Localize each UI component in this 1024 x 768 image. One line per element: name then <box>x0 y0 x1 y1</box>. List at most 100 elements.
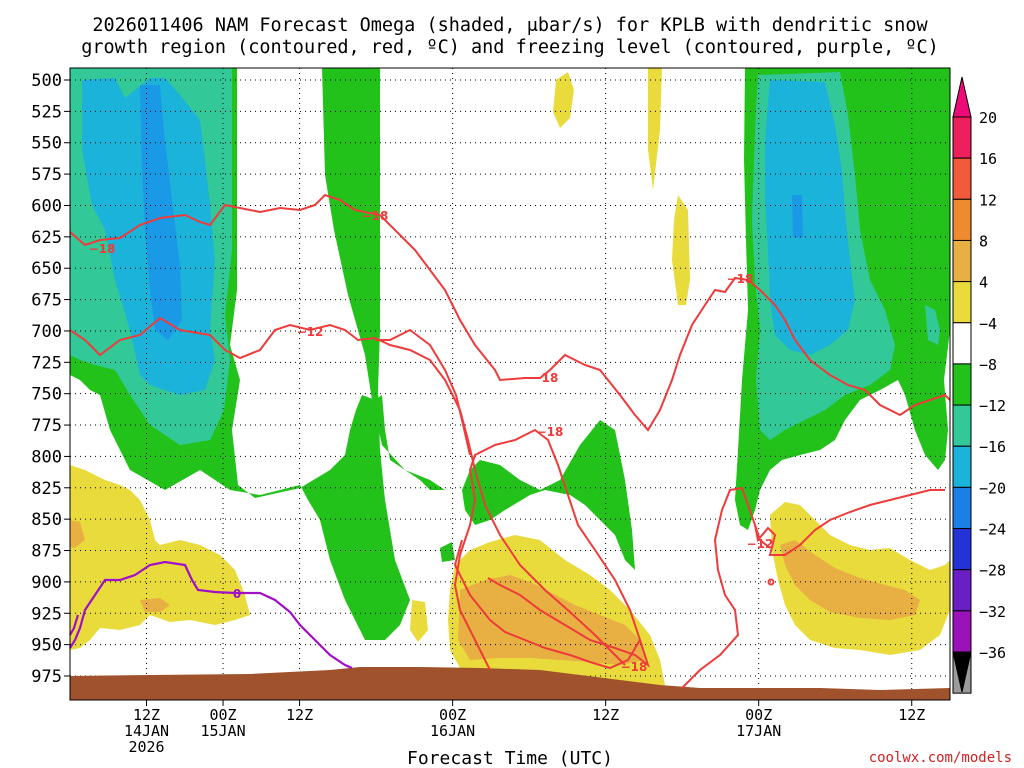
x-tick-label2: 16JAN <box>430 722 475 740</box>
contour-label-minus12-b: −12 <box>747 537 774 551</box>
credit-text: coolwx.com/models <box>869 750 1012 766</box>
contour-label-minus12-a: −12 <box>297 325 324 339</box>
y-tick-label: 875 <box>31 542 62 562</box>
x-tick-label2: 17JAN <box>736 722 781 740</box>
y-tick-label: 500 <box>31 71 62 91</box>
y-tick-label: 650 <box>31 259 62 279</box>
x-tick-label1: 12Z <box>592 706 619 724</box>
omega-region-blue-right <box>792 195 803 238</box>
colorbar-label: −28 <box>979 562 1006 580</box>
colorbar-label: −32 <box>979 603 1006 621</box>
colorbar-segment <box>952 239 972 283</box>
colorbar-top-arrow <box>952 76 972 118</box>
colorbar-label: 16 <box>979 150 997 168</box>
chart-title-line2: growth region (contoured, red, ºC) and f… <box>81 37 939 58</box>
omega-region-yellow-upper <box>553 68 690 305</box>
y-tick-label: 800 <box>31 447 62 467</box>
contour-minus18-bottom <box>453 539 641 670</box>
y-tick-label: 750 <box>31 385 62 405</box>
colorbar-bottom-arrow <box>952 651 972 693</box>
colorbar-label: 8 <box>979 232 988 250</box>
x-tick-label3: 2026 <box>128 738 164 756</box>
x-tick-label1: 12Z <box>898 706 925 724</box>
colorbar-label: −12 <box>979 397 1006 415</box>
chart-title-line1: 2026011406 NAM Forecast Omega (shaded, μ… <box>92 15 928 36</box>
contour-freezing-level <box>69 560 353 670</box>
omega-region-green-middle <box>462 420 635 570</box>
colorbar: 20 16 12 8 4 −4 −8 −12 −16 −20 −24 −28 −32 −36 <box>952 76 1006 694</box>
colorbar-label: −4 <box>979 315 997 333</box>
contour-freezing-level-tail <box>69 614 80 636</box>
y-tick-label: 600 <box>31 196 62 216</box>
y-tick-label: 975 <box>31 667 62 687</box>
colorbar-segment <box>952 528 972 571</box>
colorbar-segment <box>952 322 972 365</box>
colorbar-label: −24 <box>979 521 1006 539</box>
contour-label-minus18-c: −18 <box>532 371 559 385</box>
colorbar-label: −20 <box>979 479 1006 497</box>
colorbar-label: −16 <box>979 438 1006 456</box>
y-tick-label: 775 <box>31 416 62 436</box>
colorbar-segment <box>952 404 972 447</box>
colorbar-segment <box>952 116 972 159</box>
contour-label-minus18-f: −18 <box>727 272 754 286</box>
y-tick-label: 900 <box>31 573 62 593</box>
omega-region-orange-left <box>70 520 170 612</box>
plot-area: −18 −18 −18 −18 −18 −18 −12 −12 0 <box>69 67 951 701</box>
x-tick-label1: 00Z <box>745 706 772 724</box>
colorbar-label: 20 <box>979 109 997 127</box>
contour-minus18-lower <box>453 428 650 671</box>
omega-region-blue-left <box>140 85 182 340</box>
colorbar-label: −8 <box>979 356 997 374</box>
y-tick-label: 550 <box>31 134 62 154</box>
colorbar-segment <box>952 281 972 324</box>
x-tick-label2: 14JAN <box>124 722 169 740</box>
omega-region-orange-right <box>780 540 920 620</box>
colorbar-segment <box>952 569 972 612</box>
colorbar-label: 4 <box>979 274 988 292</box>
y-tick-label: 525 <box>31 102 62 122</box>
x-tick-label1: 00Z <box>209 706 236 724</box>
y-tick-label: 575 <box>31 165 62 185</box>
contour-minus12-right <box>681 486 945 689</box>
colorbar-segment <box>952 610 972 653</box>
terrain <box>70 667 950 700</box>
colorbar-segment <box>952 445 972 488</box>
y-tick-label: 950 <box>31 636 62 656</box>
colorbar-segment <box>952 363 972 406</box>
colorbar-label: −36 <box>979 644 1006 662</box>
y-tick-label: 675 <box>31 291 62 311</box>
omega-region-yellow-left <box>70 465 250 650</box>
contour-labels: −18 −18 −18 −18 −18 −18 −12 −12 0 <box>89 209 774 674</box>
y-axis: 500 525 550 575 600 625 650 675 700 725 750 775 800 8… <box>31 71 70 687</box>
y-tick-label: 825 <box>31 479 62 499</box>
contour-small-ring <box>767 578 775 586</box>
plot-frame <box>69 67 951 701</box>
y-tick-label: 850 <box>31 510 62 530</box>
contour-minus12 <box>69 316 626 666</box>
colorbar-segment <box>952 486 972 530</box>
colorbar-segment <box>952 198 972 241</box>
contour-label-freezing: 0 <box>233 587 241 601</box>
x-tick-label1: 12Z <box>133 706 160 724</box>
y-tick-label: 725 <box>31 353 62 373</box>
y-tick-label: 625 <box>31 228 62 248</box>
colorbar-label: 12 <box>979 191 997 209</box>
contour-label-minus18-a: −18 <box>89 242 116 256</box>
contour-minus18-upper <box>69 193 951 432</box>
y-tick-label: 925 <box>31 604 62 624</box>
omega-region-green-small <box>440 542 455 562</box>
contour-minus12-right2 <box>754 524 771 549</box>
x-tick-label1: 00Z <box>439 706 466 724</box>
y-tick-label: 700 <box>31 322 62 342</box>
colorbar-segment <box>952 157 972 200</box>
x-axis-label: Forecast Time (UTC) <box>407 748 613 768</box>
contour-label-minus18-d: −18 <box>537 425 564 439</box>
contour-label-minus18-b: −18 <box>362 209 389 223</box>
x-tick-label1: 12Z <box>286 706 313 724</box>
contour-label-minus18-e: −18 <box>621 660 648 674</box>
x-tick-label2: 15JAN <box>200 722 245 740</box>
omega-region-cyan-right <box>765 80 855 355</box>
